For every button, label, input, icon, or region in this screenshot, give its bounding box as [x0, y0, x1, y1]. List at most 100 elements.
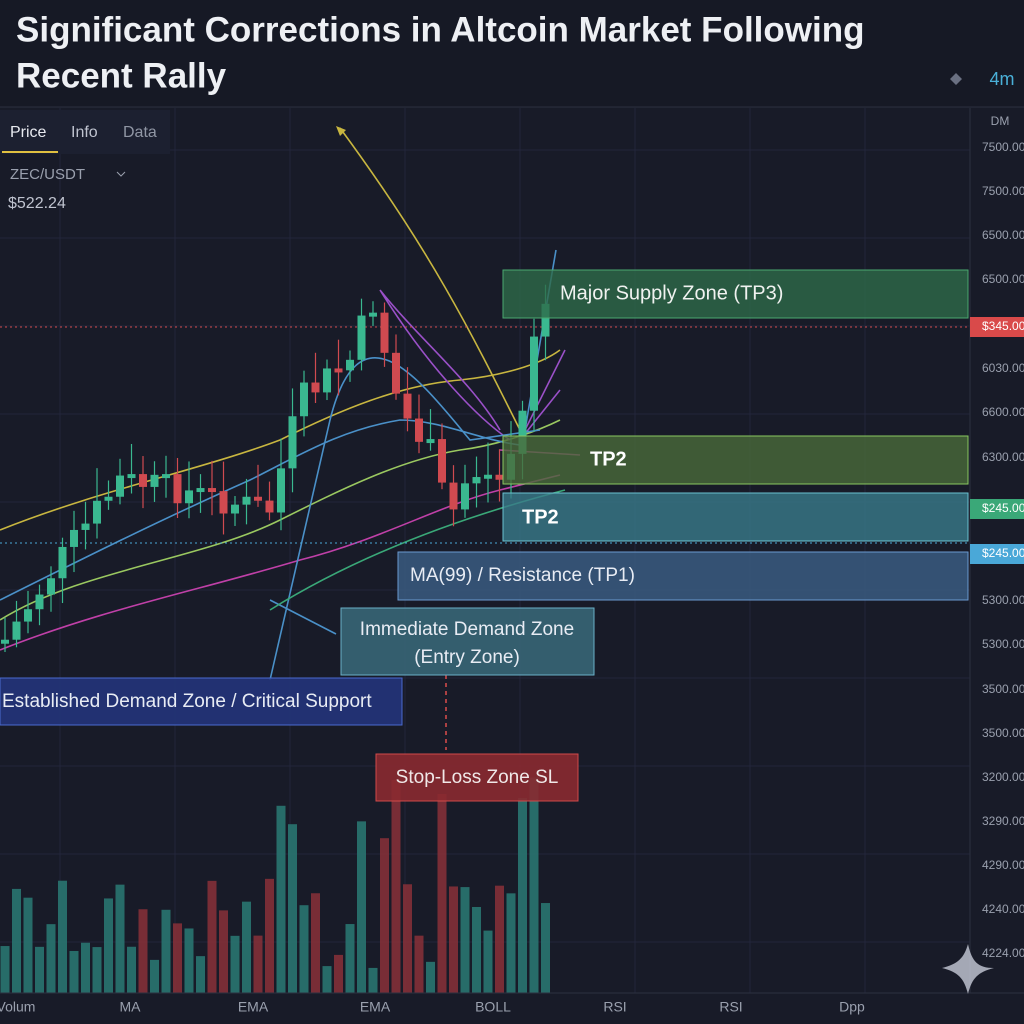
- icon: [950, 73, 962, 85]
- candle: [162, 474, 170, 479]
- volume-bar: [23, 897, 33, 993]
- volume-bar: [449, 886, 458, 993]
- candle: [231, 504, 239, 514]
- candle: [311, 382, 320, 393]
- candle: [484, 474, 492, 479]
- price-badge-label: $245.00: [982, 546, 1024, 560]
- bottom-tab[interactable]: RSI: [719, 999, 742, 1015]
- candle: [277, 468, 285, 513]
- zone-label: Major Supply Zone (TP3): [560, 282, 783, 304]
- tab[interactable]: Info: [71, 124, 98, 141]
- volume-bar: [391, 779, 401, 993]
- zone-label: Immediate Demand Zone (Entry Zone): [360, 619, 574, 668]
- candle: [139, 474, 147, 487]
- candle: [47, 578, 55, 595]
- candle: [1, 639, 9, 644]
- volume-bar: [506, 893, 516, 993]
- entry-zone: [340, 607, 595, 676]
- candle: [208, 488, 216, 493]
- candle: [472, 477, 481, 484]
- volume-bar: [276, 805, 286, 993]
- zone-label: Established Demand Zone / Critical Suppo…: [2, 691, 372, 712]
- volume-bar: [35, 946, 44, 993]
- candle: [12, 621, 21, 640]
- candle: [380, 312, 389, 353]
- axis-header: DM: [991, 114, 1010, 128]
- bottom-tab[interactable]: MA: [120, 999, 142, 1015]
- tab[interactable]: Price: [10, 124, 47, 141]
- axis-label: 4240.00: [982, 902, 1024, 916]
- tp2-zone: [502, 492, 969, 542]
- volume-bar: [104, 898, 113, 993]
- bottom-tab[interactable]: EMA: [238, 999, 269, 1015]
- candle: [495, 474, 504, 480]
- volume-bar: [311, 893, 320, 993]
- volume-bar: [460, 887, 470, 993]
- volume-bar: [529, 777, 539, 993]
- bottom-tabs: Volum MA EMA EMA BOLL RSI RSI Dpp: [0, 999, 865, 1015]
- zone-label: Stop-Loss Zone SL: [396, 767, 559, 788]
- volume-bar: [196, 956, 205, 993]
- bottom-tab[interactable]: EMA: [360, 999, 391, 1015]
- axis-label: 4224.00: [982, 946, 1024, 960]
- axis-label: 3500.00: [982, 682, 1024, 696]
- volume-bar: [299, 905, 309, 993]
- axis-label: 3500.00: [982, 726, 1024, 740]
- axis-labels: 7500.00 7500.00 6500.00 6500.00 6030.00 6600.…: [970, 140, 1024, 960]
- tab[interactable]: Data: [123, 124, 157, 141]
- volume-bar: [58, 880, 67, 993]
- tab-bar: [0, 110, 170, 154]
- stop-loss-zone: [375, 753, 579, 802]
- volume-bar: [161, 909, 171, 993]
- volume-bar: [334, 954, 343, 993]
- symbol[interactable]: ZEC/USDT: [10, 166, 85, 183]
- volume-bar: [150, 959, 159, 993]
- support-zone: [0, 677, 403, 726]
- volume-bar: [230, 935, 240, 993]
- axis-label: 5300.00: [982, 593, 1024, 607]
- volume-bar: [173, 923, 182, 993]
- candle: [449, 482, 458, 510]
- line: (Entry Zone): [414, 647, 520, 668]
- candle: [70, 529, 78, 547]
- volume-bar: [426, 961, 435, 993]
- supply-zone: [502, 269, 969, 319]
- bottom-tab[interactable]: Volum: [0, 999, 35, 1015]
- price: $522.24: [8, 195, 66, 212]
- volume-bar: [69, 950, 79, 993]
- zone-label: MA(99) / Resistance (TP1): [410, 565, 635, 586]
- volume-bar: [81, 942, 90, 993]
- dropdown-icon: [116, 171, 126, 177]
- candle: [127, 474, 136, 479]
- price-badge: [970, 544, 1024, 564]
- volume-bar: [380, 838, 389, 993]
- candle: [461, 483, 469, 510]
- volume-bar: [345, 924, 355, 993]
- volume-bar: [127, 946, 136, 993]
- candle: [518, 410, 527, 454]
- bottom-tab[interactable]: RSI: [603, 999, 626, 1015]
- bottom-tab[interactable]: Dpp: [839, 999, 865, 1015]
- volume-bar: [115, 884, 125, 993]
- tp2-zone: [502, 435, 969, 485]
- volume-bar: [483, 930, 493, 993]
- bottom-tab[interactable]: BOLL: [475, 999, 511, 1015]
- volume-bar: [0, 946, 10, 993]
- candle: [357, 315, 366, 360]
- candle: [288, 416, 297, 469]
- header-bar: [0, 0, 1024, 107]
- volume-bar: [495, 885, 504, 993]
- candle: [35, 594, 44, 610]
- title: Significant Corrections in Altcoin Marke…: [16, 10, 864, 49]
- volume-bar: [219, 910, 228, 993]
- axis-label: 6030.00: [982, 361, 1024, 375]
- timeframe[interactable]: 4m: [989, 69, 1014, 89]
- candle: [438, 439, 446, 483]
- zone-label: TP2: [590, 448, 627, 470]
- price-badge-label: $345.00: [982, 319, 1024, 333]
- axis-label: 5300.00: [982, 637, 1024, 651]
- candle: [530, 336, 538, 411]
- volume-bar: [253, 935, 263, 993]
- volume-bar: [138, 909, 148, 993]
